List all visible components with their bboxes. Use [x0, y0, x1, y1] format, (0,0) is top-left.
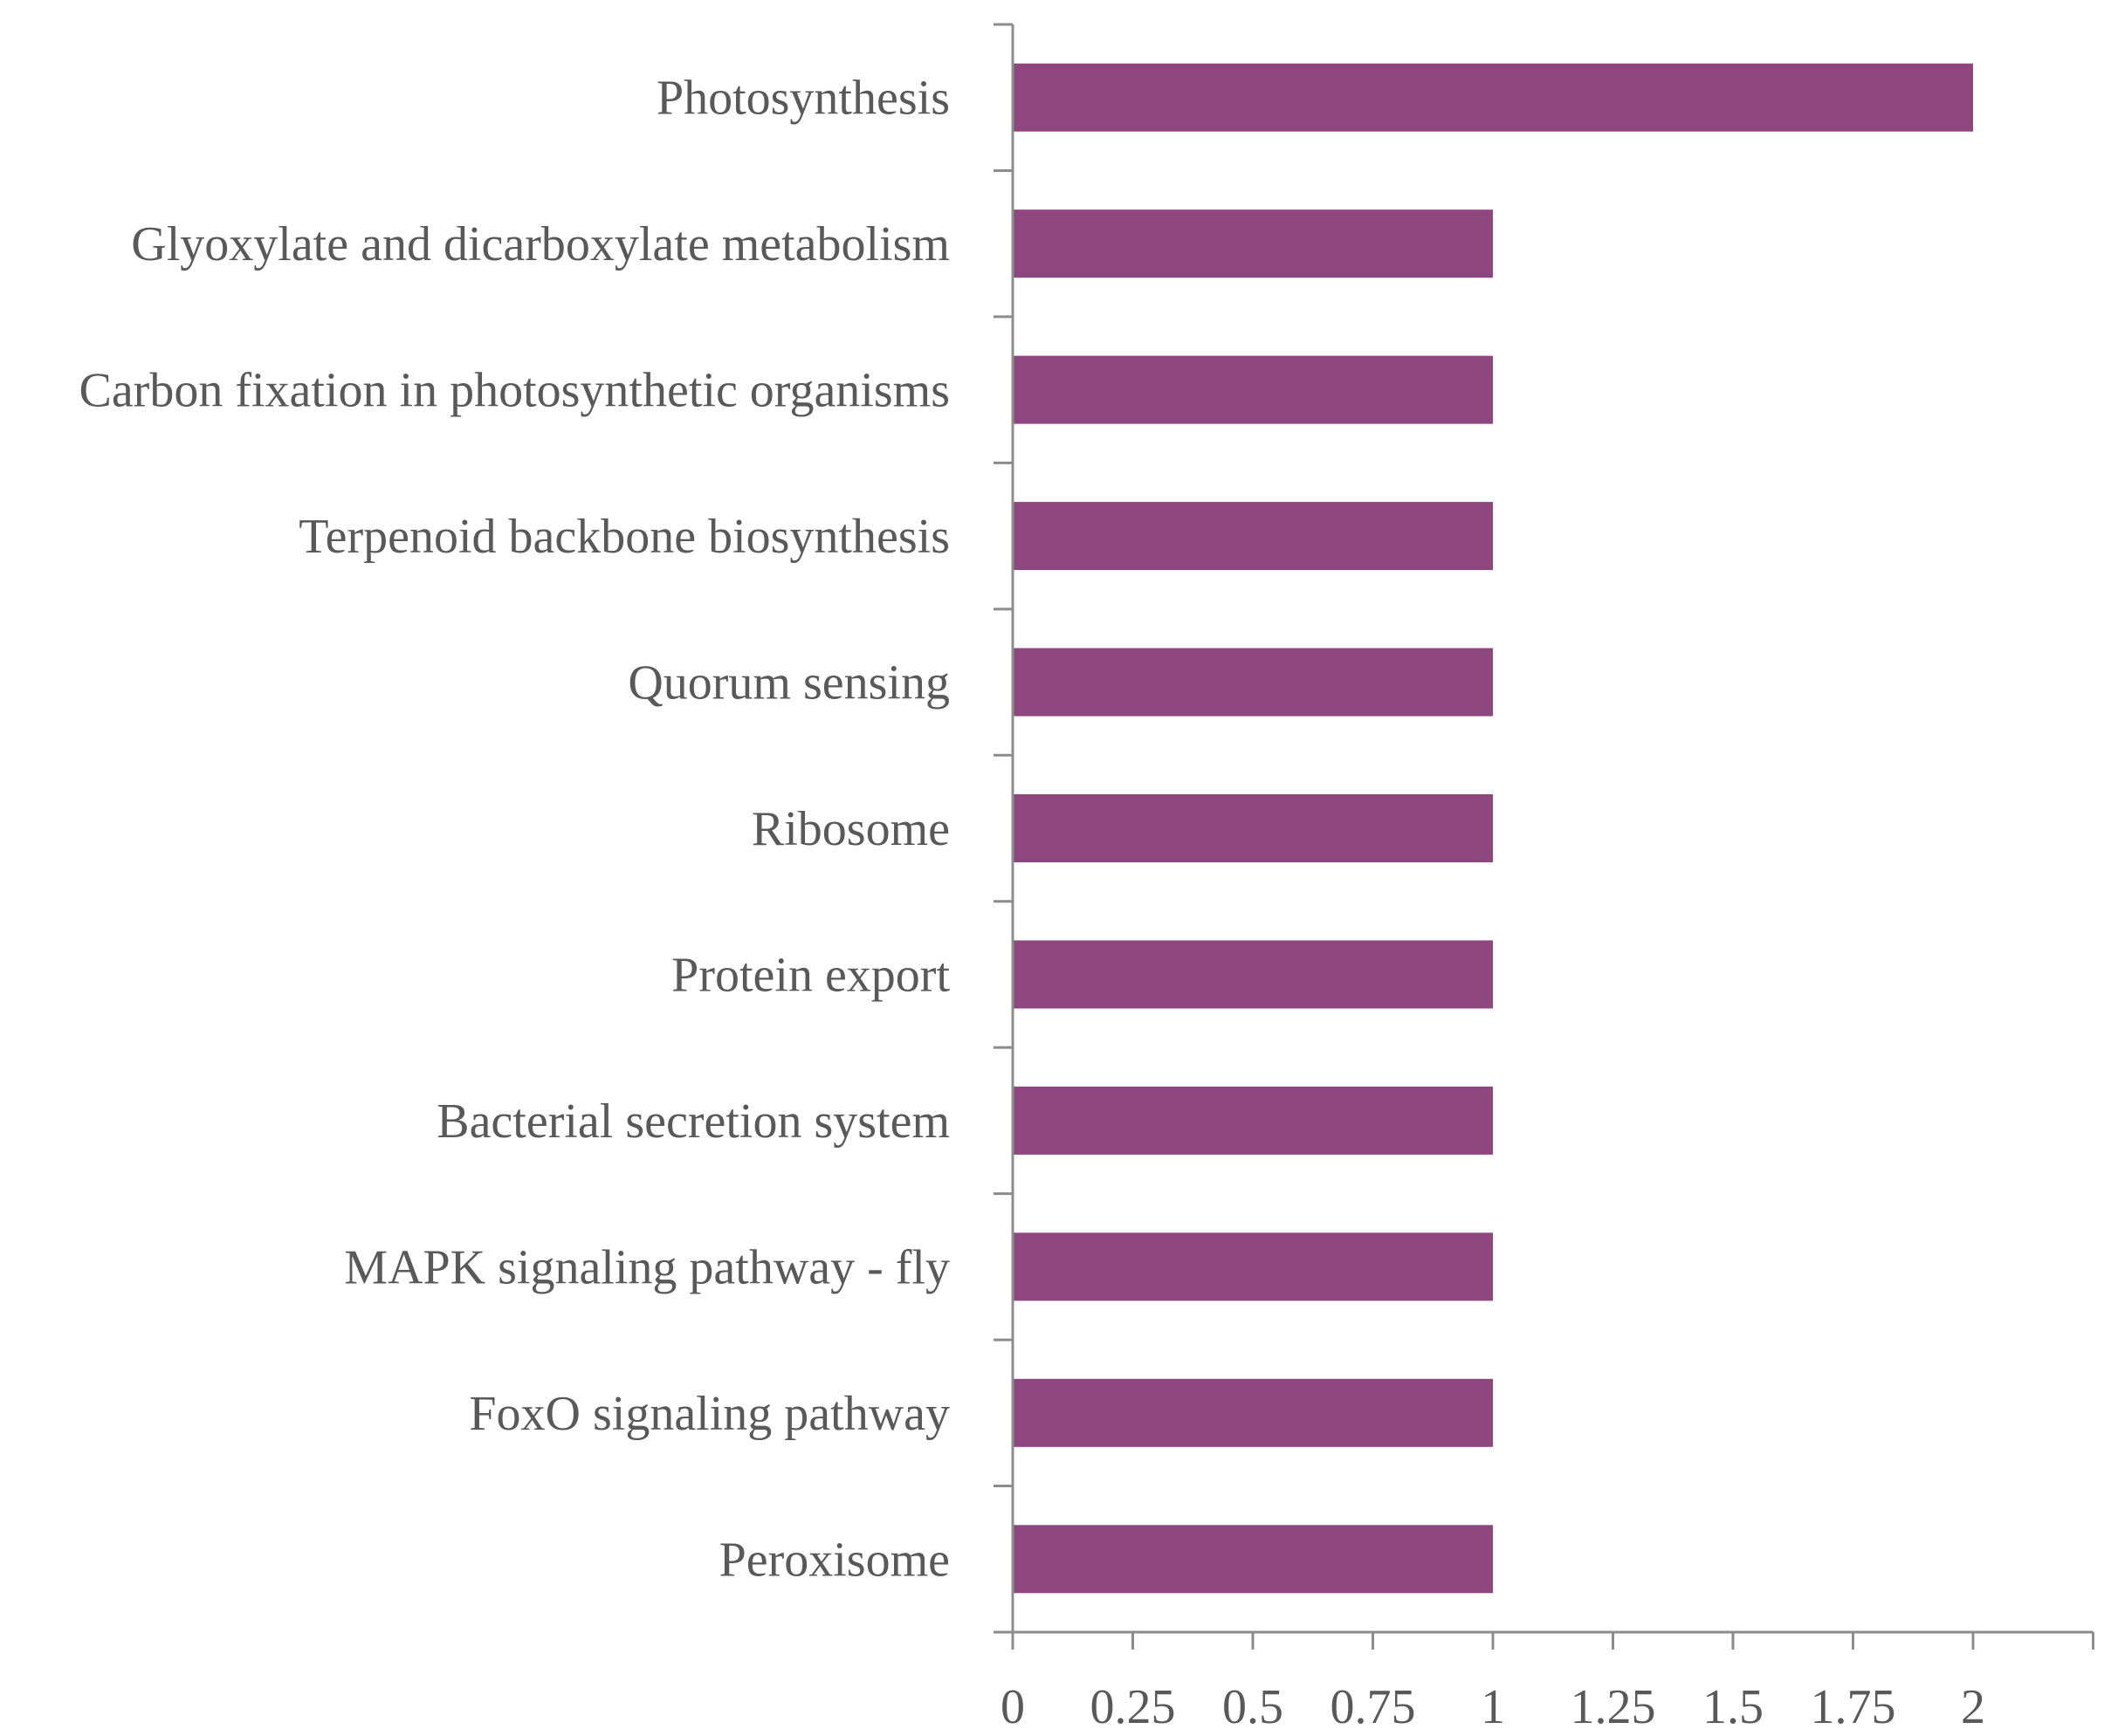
bar-10 [1013, 1525, 1493, 1594]
category-label-2: Carbon fixation in photosynthetic organi… [79, 364, 950, 418]
bar-2 [1013, 355, 1493, 424]
bar-7 [1013, 1086, 1493, 1155]
category-label-10: Peroxisome [719, 1533, 950, 1587]
category-label-7: Bacterial secretion system [437, 1094, 950, 1149]
category-label-0: Photosynthesis [657, 72, 950, 126]
x-tick-label-5: 1.25 [1571, 1680, 1656, 1734]
x-tick-labels: 0 0.25 0.5 0.75 1 1.25 1.5 1.75 2 [1000, 1680, 1985, 1734]
bar-4 [1013, 648, 1493, 717]
category-labels: Photosynthesis Glyoxylate and dicarboxyla… [79, 72, 950, 1588]
category-label-6: Protein export [671, 948, 950, 1002]
category-label-3: Terpenoid backbone biosynthesis [299, 510, 950, 564]
bar-5 [1013, 794, 1493, 862]
category-label-5: Ribosome [752, 802, 950, 856]
x-tick-label-0: 0 [1000, 1680, 1025, 1734]
category-label-8: MAPK signaling pathway - fly [344, 1240, 950, 1294]
category-label-4: Quorum sensing [628, 656, 950, 710]
bar-6 [1013, 940, 1493, 1009]
bar-8 [1013, 1232, 1493, 1301]
category-label-1: Glyoxylate and dicarboxylate metabolism [131, 217, 950, 271]
x-tick-label-2: 0.5 [1222, 1680, 1283, 1734]
bars-layer [1013, 63, 1973, 1594]
category-label-9: FoxO signaling pathway [469, 1387, 950, 1441]
x-tick-label-6: 1.5 [1702, 1680, 1764, 1734]
x-tick-label-7: 1.75 [1811, 1680, 1896, 1734]
x-tick-label-3: 0.75 [1331, 1680, 1416, 1734]
x-tick-label-1: 0.25 [1090, 1680, 1176, 1734]
bar-9 [1013, 1378, 1493, 1447]
x-tick-label-4: 1 [1481, 1680, 1505, 1734]
bar-3 [1013, 502, 1493, 571]
axis-layer [994, 23, 2094, 1650]
x-tick-label-8: 2 [1961, 1680, 1985, 1734]
bar-1 [1013, 209, 1493, 278]
bar-0 [1013, 63, 1973, 132]
